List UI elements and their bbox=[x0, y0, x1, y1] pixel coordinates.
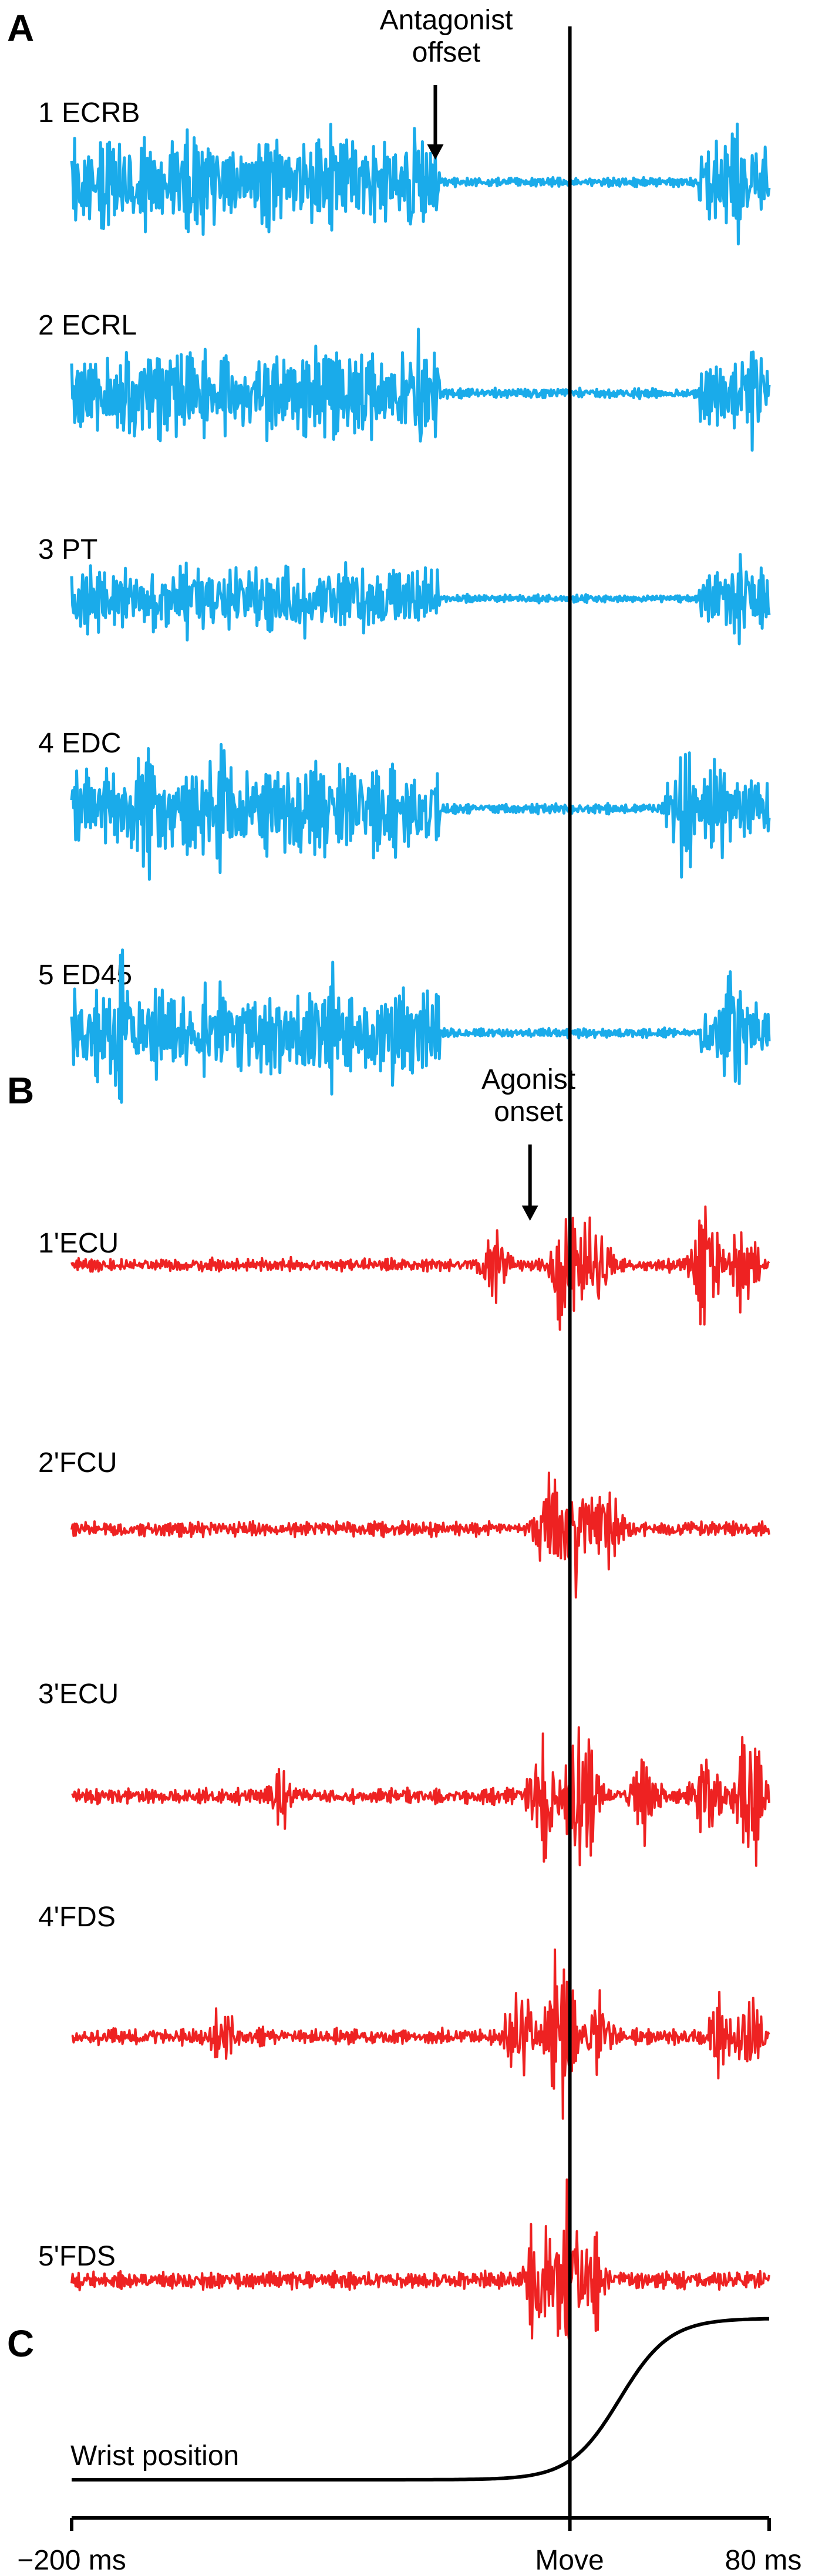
trace-label-4p-fds: 4'FDS bbox=[38, 1902, 116, 1933]
trace-label-3p-ecu: 3'ECU bbox=[38, 1679, 119, 1710]
emg-trace-1 bbox=[72, 124, 769, 244]
trace-label-5p-fds: 5'FDS bbox=[38, 2241, 116, 2272]
x-tick-label-start: −200 ms bbox=[17, 2545, 126, 2576]
trace-label-2p-fcu: 2'FCU bbox=[38, 1447, 117, 1478]
trace-label-1-ecrb: 1 ECRB bbox=[38, 97, 140, 129]
trace-label-1p-ecu: 1'ECU bbox=[38, 1228, 119, 1259]
trace-label-5-ed45: 5 ED45 bbox=[38, 960, 132, 991]
trace-label-3-pt: 3 PT bbox=[38, 534, 97, 565]
emg-trace-7 bbox=[72, 1473, 769, 1597]
wrist-position-label: Wrist position bbox=[70, 2440, 239, 2472]
emg-trace-2 bbox=[72, 329, 769, 450]
agonist-label-line1: Agonist bbox=[481, 1064, 575, 1095]
emg-trace-3 bbox=[72, 555, 769, 644]
panel-letter-b: B bbox=[7, 1069, 34, 1112]
agonist-label-line2: onset bbox=[494, 1096, 562, 1127]
emg-traces bbox=[72, 124, 769, 2480]
trace-label-4-edc: 4 EDC bbox=[38, 728, 121, 759]
x-tick-label-move: Move bbox=[535, 2545, 604, 2576]
panel-letter-c: C bbox=[7, 2322, 34, 2365]
emg-trace-4 bbox=[72, 744, 769, 879]
antagonist-label-line1: Antagonist bbox=[380, 5, 513, 36]
agonist-onset-arrow-head bbox=[522, 1206, 538, 1221]
emg-trace-9 bbox=[72, 1950, 769, 2119]
trace-label-2-ecrl: 2 ECRL bbox=[38, 310, 137, 341]
panel-letter-a: A bbox=[7, 7, 34, 49]
emg-trace-8 bbox=[72, 1727, 769, 1866]
emg-trace-6 bbox=[72, 1207, 769, 1330]
emg-trace-10 bbox=[72, 2180, 769, 2339]
emg-trace-5 bbox=[72, 950, 769, 1103]
antagonist-label-line2: offset bbox=[412, 37, 481, 68]
x-tick-label-end: 80 ms bbox=[725, 2545, 802, 2576]
